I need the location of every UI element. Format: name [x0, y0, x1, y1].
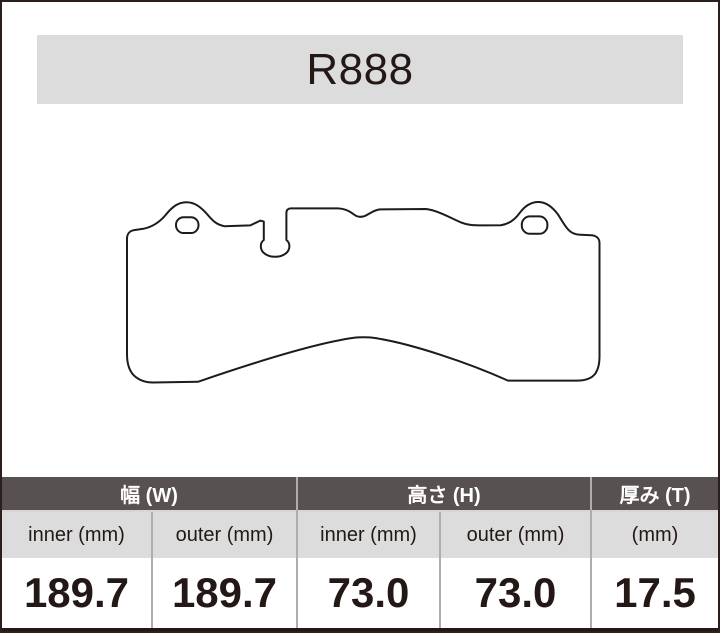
column-header-height-outer: outer (mm) — [441, 512, 590, 558]
group-header-label: 幅 (W) — [120, 485, 178, 507]
column-header-width-inner: inner (mm) — [2, 512, 151, 558]
dimension-value: 189.7 — [23, 569, 130, 616]
table-group-header-height: 高さ (H) — [298, 477, 590, 512]
column-header-thickness-mm: (mm) — [592, 512, 718, 558]
table-group-header-thickness: 厚み (T) — [592, 477, 718, 512]
pad-outline — [126, 200, 601, 384]
column-header-label: (mm) — [631, 523, 679, 546]
dimensions-table: 幅 (W) 高さ (H) 厚み (T) inner (mm) outer (mm… — [2, 477, 718, 631]
dimension-value: 17.5 — [614, 569, 696, 616]
column-header-label: inner (mm) — [320, 523, 417, 546]
column-header-width-outer: outer (mm) — [153, 512, 296, 558]
dimension-value-thickness: 17.5 — [592, 558, 718, 628]
column-header-label: inner (mm) — [28, 523, 125, 546]
dimension-value: 73.0 — [327, 569, 410, 616]
table-group-header-width: 幅 (W) — [2, 477, 296, 512]
column-header-label: outer (mm) — [175, 523, 274, 546]
dimension-value: 189.7 — [171, 569, 278, 616]
column-header-height-inner: inner (mm) — [298, 512, 439, 558]
left-mounting-hole — [175, 216, 200, 234]
dimension-value: 73.0 — [474, 569, 557, 616]
group-header-label: 厚み (T) — [619, 485, 691, 507]
model-header-bar: R888 — [37, 35, 683, 104]
dimension-value-width-outer: 189.7 — [153, 558, 296, 628]
group-header-label: 高さ (H) — [407, 485, 481, 507]
dimension-value-height-inner: 73.0 — [298, 558, 439, 628]
model-code-label: R888 — [306, 44, 414, 94]
dimension-value-height-outer: 73.0 — [441, 558, 590, 628]
dimension-value-width-inner: 189.7 — [2, 558, 151, 628]
column-header-label: outer (mm) — [466, 523, 565, 546]
right-mounting-hole — [520, 215, 549, 235]
